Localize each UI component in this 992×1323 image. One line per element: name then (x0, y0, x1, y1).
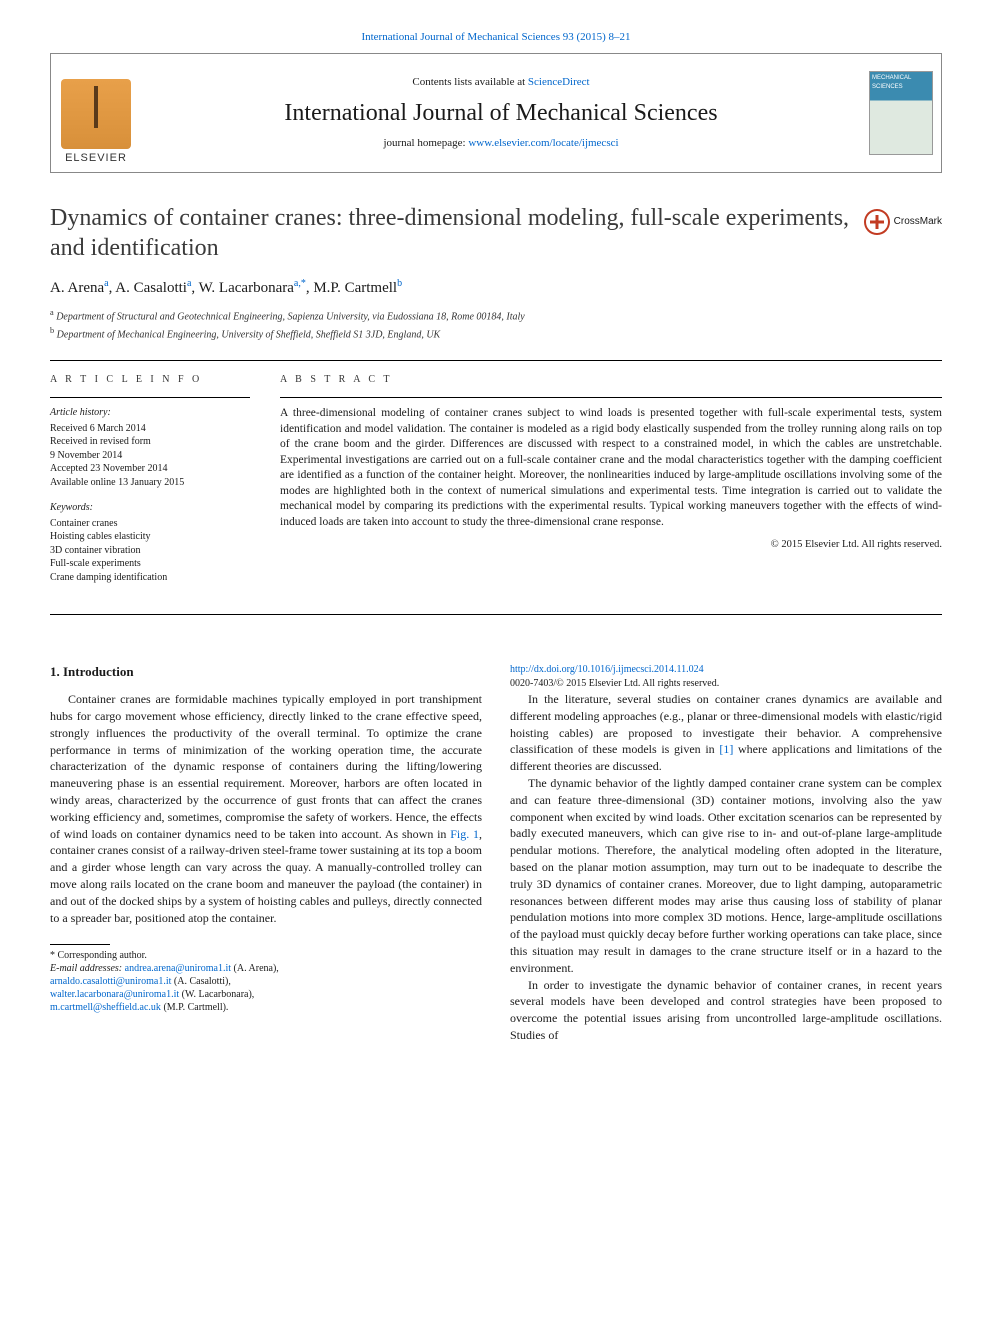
issn-copyright: 0020-7403/© 2015 Elsevier Ltd. All right… (510, 678, 719, 689)
article-info: A R T I C L E I N F O Article history: R… (50, 373, 250, 596)
section-1-para-3: The dynamic behavior of the lightly damp… (510, 775, 942, 977)
publisher-logo-cell: ELSEVIER (51, 54, 141, 172)
journal-name: International Journal of Mechanical Scie… (141, 97, 861, 131)
emails-label: E-mail addresses: (50, 963, 125, 974)
author-3-corr[interactable]: * (301, 278, 306, 289)
keyword: 3D container vibration (50, 544, 250, 558)
info-rule (50, 397, 250, 398)
history-line: Available online 13 January 2015 (50, 476, 250, 490)
history-line: Received in revised form (50, 435, 250, 449)
keyword: Container cranes (50, 517, 250, 531)
section-1-para-2: In the literature, several studies on co… (510, 691, 942, 775)
author-2-aff[interactable]: a (187, 278, 191, 289)
article-history: Article history: Received 6 March 2014 R… (50, 406, 250, 489)
header-center: Contents lists available at ScienceDirec… (141, 54, 861, 172)
reference-1-link[interactable]: [1] (719, 742, 733, 756)
affiliation-b: b Department of Mechanical Engineering, … (50, 325, 942, 342)
rule-top (50, 360, 942, 361)
history-line: 9 November 2014 (50, 449, 250, 463)
email-name: (W. Lacarbonara), (182, 989, 255, 1000)
corresponding-author-note: * Corresponding author. (50, 949, 482, 962)
rule-bottom (50, 614, 942, 615)
elsevier-tree-icon (61, 79, 131, 149)
journal-reference: International Journal of Mechanical Scie… (50, 30, 942, 45)
abstract-text: A three-dimensional modeling of containe… (280, 406, 942, 530)
section-1-heading: 1. Introduction (50, 663, 482, 681)
email-link[interactable]: m.cartmell@sheffield.ac.uk (50, 1002, 161, 1013)
affiliation-a: a Department of Structural and Geotechni… (50, 307, 942, 324)
author-3-aff[interactable]: a, (294, 278, 301, 289)
homepage-prefix: journal homepage: (383, 137, 468, 149)
affiliations: a Department of Structural and Geotechni… (50, 307, 942, 342)
doi-link[interactable]: http://dx.doi.org/10.1016/j.ijmecsci.201… (510, 664, 704, 675)
history-line: Accepted 23 November 2014 (50, 462, 250, 476)
email-link[interactable]: walter.lacarbonara@uniroma1.it (50, 989, 179, 1000)
section-1-para-4: In order to investigate the dynamic beha… (510, 977, 942, 1044)
journal-reference-link[interactable]: International Journal of Mechanical Scie… (361, 31, 630, 43)
keywords-block: Keywords: Container cranes Hoisting cabl… (50, 501, 250, 584)
email-name: (M.P. Cartmell). (163, 1002, 228, 1013)
abstract-copyright: © 2015 Elsevier Ltd. All rights reserved… (280, 538, 942, 553)
keyword: Hoisting cables elasticity (50, 530, 250, 544)
author-3: W. Lacarbonara (199, 280, 294, 296)
abstract: A B S T R A C T A three-dimensional mode… (280, 373, 942, 596)
email-addresses: E-mail addresses: andrea.arena@uniroma1.… (50, 962, 482, 1014)
author-1: A. Arena (50, 280, 104, 296)
abstract-rule (280, 397, 942, 398)
sciencedirect-link[interactable]: ScienceDirect (528, 76, 590, 88)
keyword: Full-scale experiments (50, 557, 250, 571)
crossmark-badge[interactable]: CrossMark (864, 209, 942, 235)
email-name: (A. Arena), (234, 963, 279, 974)
journal-cover-cell: MECHANICAL SCIENCES (861, 54, 941, 172)
publisher-name: ELSEVIER (61, 151, 131, 166)
author-1-aff[interactable]: a (104, 278, 108, 289)
keyword: Crane damping identification (50, 571, 250, 585)
email-link[interactable]: arnaldo.casalotti@uniroma1.it (50, 976, 171, 987)
contents-prefix: Contents lists available at (412, 76, 527, 88)
homepage-link[interactable]: www.elsevier.com/locate/ijmecsci (468, 137, 618, 149)
contents-line: Contents lists available at ScienceDirec… (141, 75, 861, 90)
article-info-heading: A R T I C L E I N F O (50, 373, 250, 387)
doi-block: http://dx.doi.org/10.1016/j.ijmecsci.201… (510, 663, 942, 691)
abstract-heading: A B S T R A C T (280, 373, 942, 387)
authors-line: A. Arenaa, A. Casalottia, W. Lacarbonara… (50, 277, 942, 299)
crossmark-icon (864, 209, 890, 235)
elsevier-logo: ELSEVIER (61, 79, 131, 166)
figure-1-link[interactable]: Fig. 1 (450, 827, 479, 841)
crossmark-label: CrossMark (894, 215, 942, 229)
author-4-aff[interactable]: b (397, 278, 402, 289)
body-columns: 1. Introduction Container cranes are for… (50, 663, 942, 1044)
keywords-label: Keywords: (50, 501, 250, 515)
footnote-rule (50, 944, 110, 945)
email-name: (A. Casalotti), (174, 976, 231, 987)
email-link[interactable]: andrea.arena@uniroma1.it (125, 963, 231, 974)
footnotes: * Corresponding author. E-mail addresses… (50, 949, 482, 1014)
author-2: A. Casalotti (115, 280, 187, 296)
journal-header: ELSEVIER Contents lists available at Sci… (50, 53, 942, 173)
article-title: Dynamics of container cranes: three-dime… (50, 203, 854, 263)
journal-cover-thumbnail: MECHANICAL SCIENCES (869, 71, 933, 155)
history-label: Article history: (50, 406, 250, 420)
history-line: Received 6 March 2014 (50, 422, 250, 436)
info-abstract-row: A R T I C L E I N F O Article history: R… (50, 373, 942, 596)
author-4: M.P. Cartmell (313, 280, 397, 296)
title-row: Dynamics of container cranes: three-dime… (50, 203, 942, 263)
homepage-line: journal homepage: www.elsevier.com/locat… (141, 136, 861, 151)
section-1-para-1: Container cranes are formidable machines… (50, 691, 482, 926)
